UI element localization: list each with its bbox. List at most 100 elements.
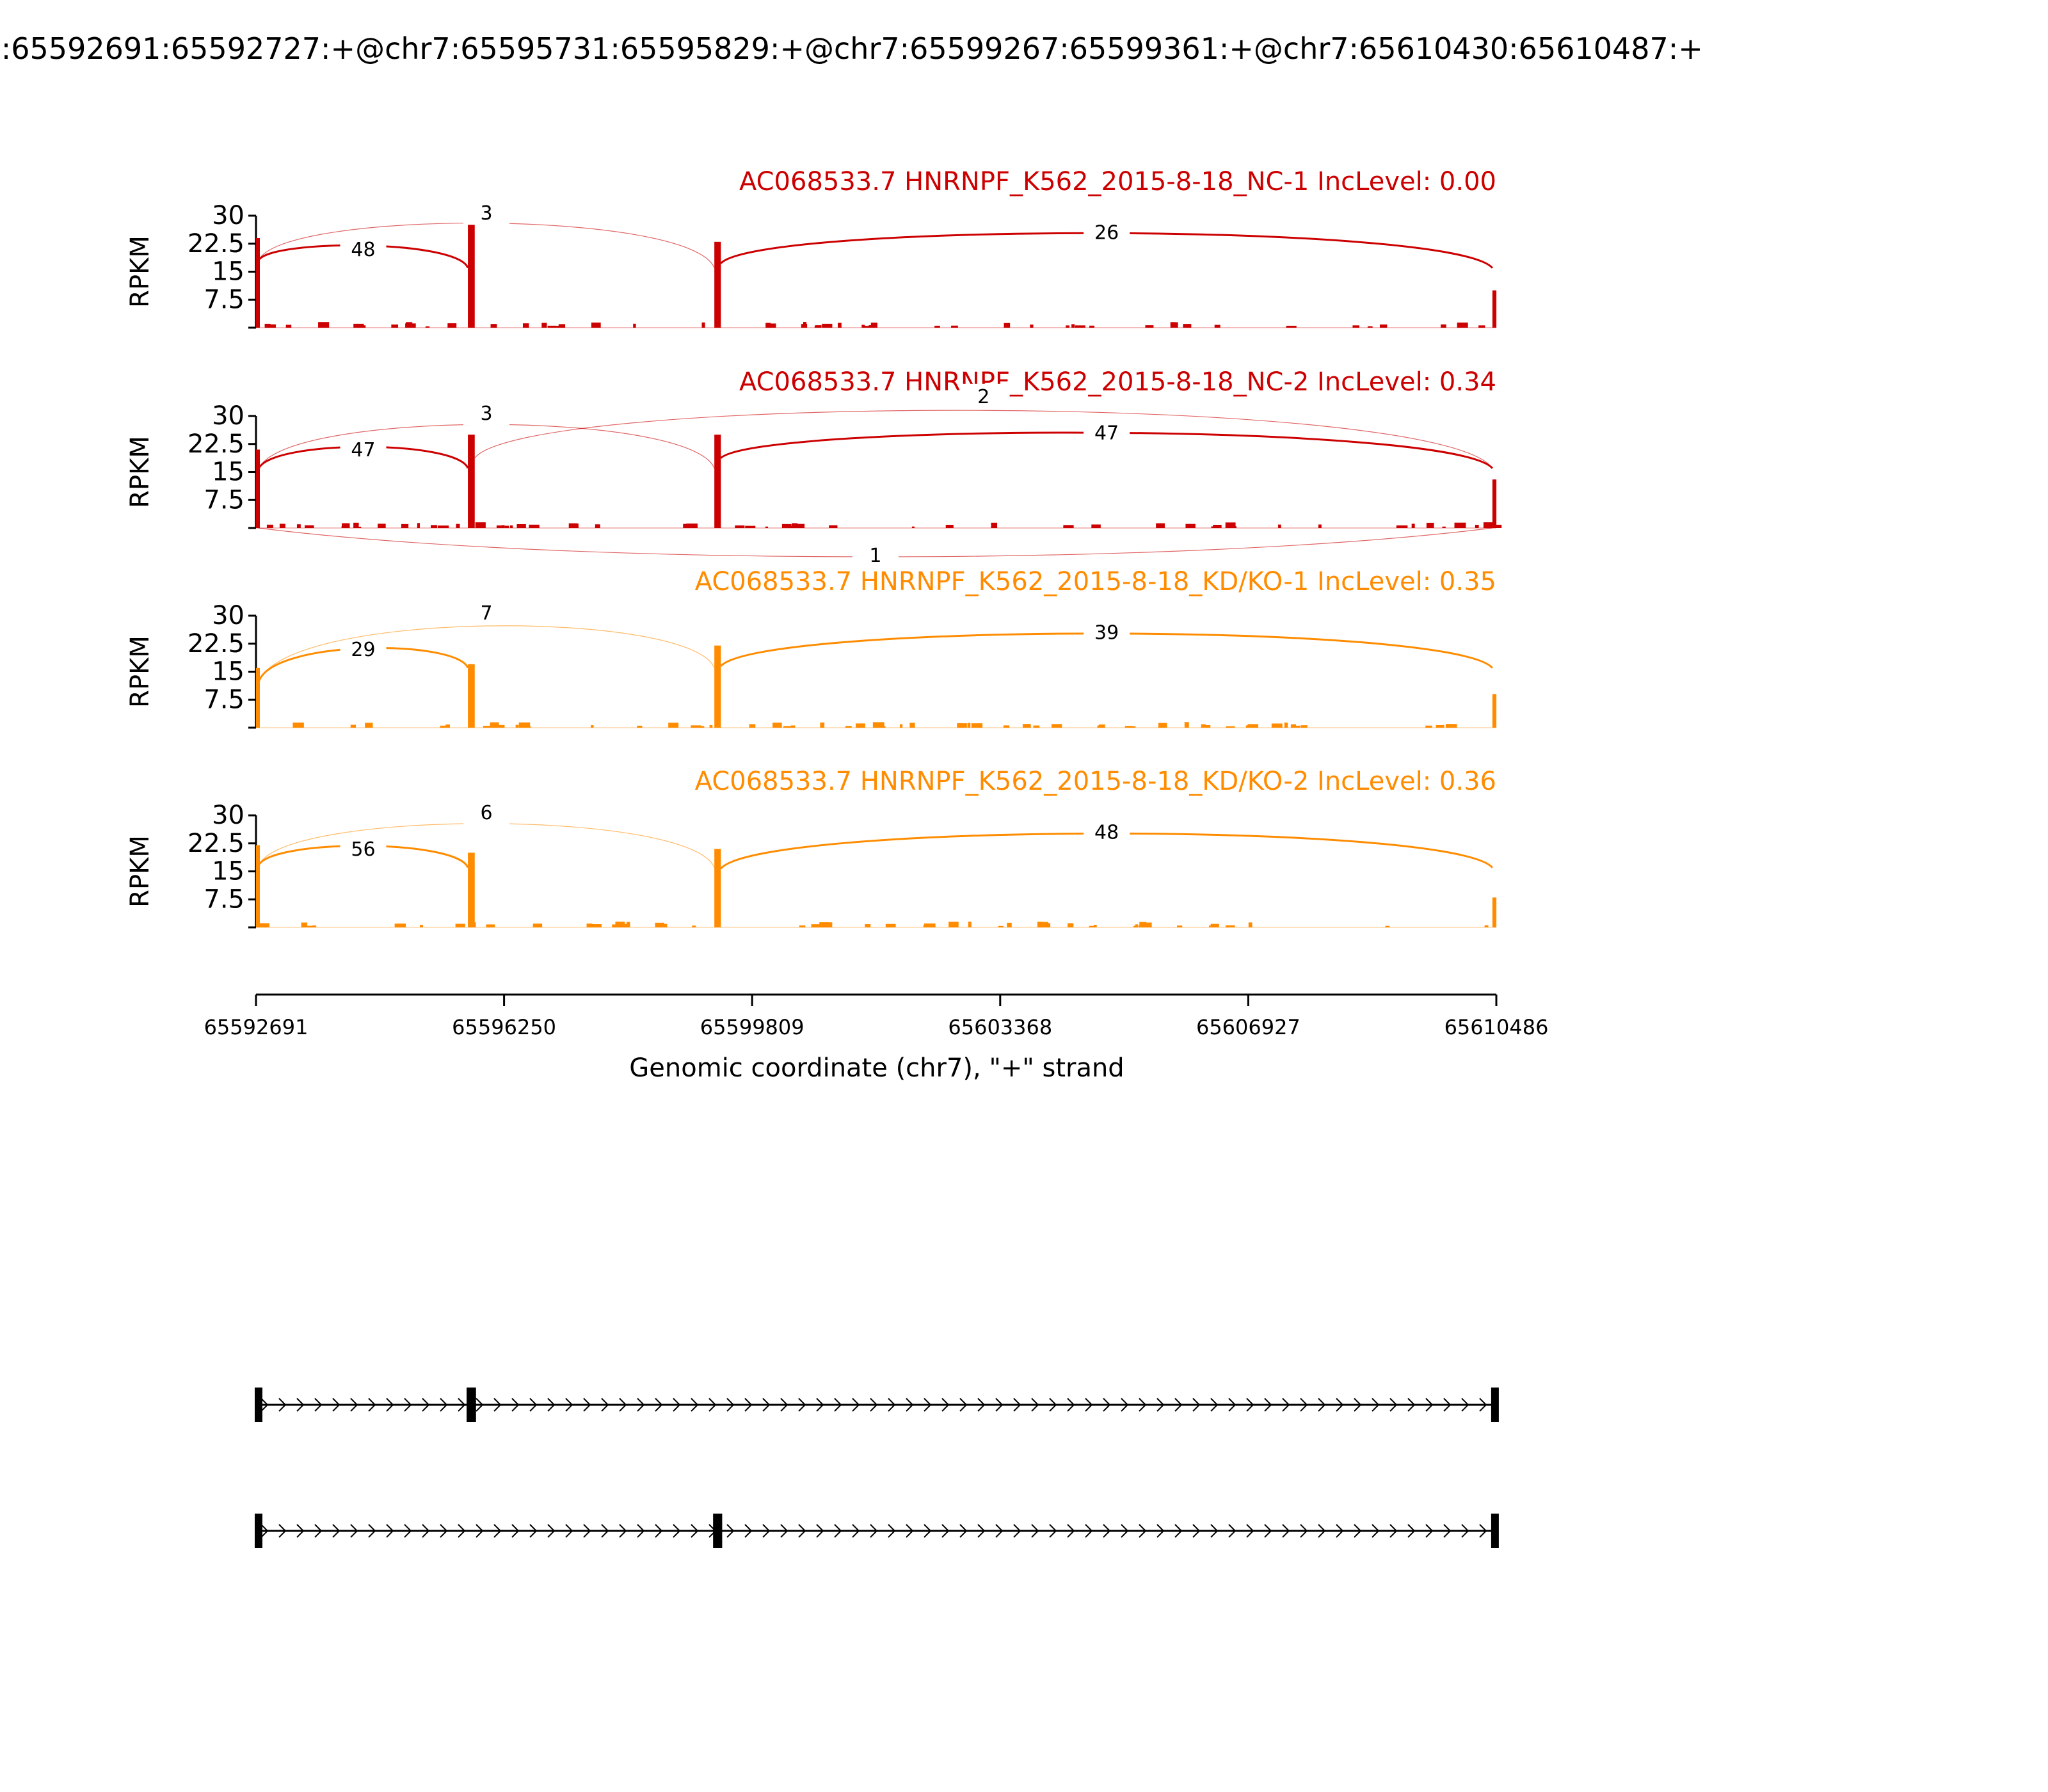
intron-coverage-bump xyxy=(358,527,361,528)
intron-coverage-bump xyxy=(735,525,744,528)
intron-coverage-bump xyxy=(792,524,797,528)
intron-coverage-bump xyxy=(280,524,285,528)
junction-count-label: 26 xyxy=(1094,221,1119,244)
y-tick-label: 22.5 xyxy=(188,829,244,858)
intron-coverage-bump xyxy=(1004,725,1009,728)
intron-coverage-bump xyxy=(1043,924,1050,927)
x-tick-label: 65606927 xyxy=(1196,1015,1300,1039)
intron-coverage-bump xyxy=(1485,925,1489,927)
intron-coverage-bump xyxy=(1071,324,1075,328)
intron-coverage-bump xyxy=(1209,925,1217,927)
intron-coverage-bump xyxy=(710,725,713,728)
y-tick-label: 7.5 xyxy=(204,285,244,314)
intron-coverage-bump xyxy=(856,723,865,728)
y-tick-label: 15 xyxy=(212,657,244,687)
intron-coverage-bump xyxy=(1156,524,1165,528)
track-title: AC068533.7 HNRNPF_K562_2015-8-18_KD/KO-2… xyxy=(695,767,1496,796)
intron-coverage-bump xyxy=(1475,525,1479,528)
intron-coverage-bump xyxy=(909,723,915,728)
intron-coverage-bump xyxy=(595,524,600,528)
isoform-exon xyxy=(255,1388,262,1422)
junction-count-label: 48 xyxy=(1094,821,1119,844)
intron-coverage-bump xyxy=(533,924,542,927)
x-tick-label: 65603368 xyxy=(948,1015,1052,1039)
y-tick-label: 15 xyxy=(212,458,244,487)
intron-coverage-bump xyxy=(1278,525,1281,528)
intron-coverage-bump xyxy=(1091,524,1101,528)
intron-coverage-bump xyxy=(900,724,902,728)
y-axis-label: RPKM xyxy=(125,436,155,508)
exon-coverage-bar xyxy=(714,242,721,328)
y-axis-label: RPKM xyxy=(125,835,155,908)
intron-coverage-bump xyxy=(395,924,406,927)
isoform-exon xyxy=(1491,1514,1499,1548)
intron-coverage-bump xyxy=(456,524,460,528)
intron-coverage-bump xyxy=(1272,723,1283,728)
intron-coverage-bump xyxy=(306,926,314,927)
intron-coverage-bump xyxy=(259,923,269,927)
intron-coverage-bump xyxy=(1425,726,1432,728)
y-tick-label: 22.5 xyxy=(188,229,244,259)
intron-coverage-bump xyxy=(541,323,547,328)
exon-coverage-bar xyxy=(1492,694,1496,728)
intron-coverage-bump xyxy=(1034,726,1040,728)
intron-coverage-bump xyxy=(932,925,935,927)
intron-coverage-bump xyxy=(968,922,972,927)
intron-coverage-bump xyxy=(797,524,805,528)
intron-coverage-bump xyxy=(950,922,955,927)
intron-coverage-bump xyxy=(1446,724,1457,728)
intron-coverage-bump xyxy=(1068,923,1073,927)
y-axis-label: RPKM xyxy=(125,636,155,708)
intron-coverage-bump xyxy=(1385,926,1389,927)
exon-coverage-bar xyxy=(714,646,721,728)
intron-coverage-bump xyxy=(1145,325,1153,328)
exon-coverage-bar xyxy=(256,668,260,728)
intron-coverage-bump xyxy=(1484,522,1494,528)
intron-coverage-bump xyxy=(1177,925,1182,927)
intron-coverage-bump xyxy=(1300,725,1307,728)
intron-coverage-bump xyxy=(1229,526,1236,528)
intron-coverage-bump xyxy=(691,725,701,728)
intron-coverage-bump xyxy=(495,725,504,728)
junction-count-label: 39 xyxy=(1094,621,1119,644)
intron-coverage-bump xyxy=(615,922,625,927)
intron-coverage-bump xyxy=(1127,726,1136,728)
intron-coverage-bump xyxy=(951,326,958,328)
intron-coverage-bump xyxy=(1478,325,1485,328)
intron-coverage-bump xyxy=(456,924,465,927)
isoform-model xyxy=(255,1514,1499,1548)
intron-coverage-bump xyxy=(267,525,273,528)
exon-coverage-bar xyxy=(256,238,260,328)
junction-count-label: 47 xyxy=(351,439,375,461)
intron-coverage-bump xyxy=(591,924,602,927)
intron-coverage-bump xyxy=(1089,926,1095,927)
intron-coverage-bump xyxy=(1352,325,1359,328)
isoform-exon xyxy=(255,1514,262,1548)
track: AC068533.7 HNRNPF_K562_2015-8-18_KD/KO-1… xyxy=(125,567,1496,728)
exon-coverage-bar xyxy=(468,220,475,328)
y-tick-label: 7.5 xyxy=(204,685,244,714)
intron-coverage-bump xyxy=(1443,527,1446,528)
exon-coverage-bar xyxy=(714,435,721,528)
intron-coverage-bump xyxy=(523,323,529,328)
intron-coverage-bump xyxy=(767,323,776,328)
intron-coverage-bump xyxy=(438,525,449,528)
intron-coverage-bump xyxy=(491,324,497,328)
intron-coverage-bump xyxy=(845,726,852,728)
intron-coverage-bump xyxy=(559,324,565,328)
intron-coverage-bump xyxy=(1075,325,1085,328)
plot-title: chr7:65592691:65592727:+@chr7:65595731:6… xyxy=(0,31,1703,66)
intron-coverage-bump xyxy=(765,527,768,528)
intron-coverage-bump xyxy=(1247,724,1258,728)
intron-coverage-bump xyxy=(1158,723,1167,728)
intron-coverage-bump xyxy=(812,924,820,927)
intron-coverage-bump xyxy=(1294,726,1300,728)
intron-coverage-bump xyxy=(575,524,579,528)
intron-coverage-bump xyxy=(405,323,416,328)
junction-arc xyxy=(475,410,1492,468)
intron-coverage-bump xyxy=(871,323,877,328)
intron-coverage-bump xyxy=(505,525,509,528)
intron-coverage-bump xyxy=(861,325,865,328)
intron-coverage-bump xyxy=(1427,523,1434,528)
junction-count-label: 7 xyxy=(480,602,492,625)
